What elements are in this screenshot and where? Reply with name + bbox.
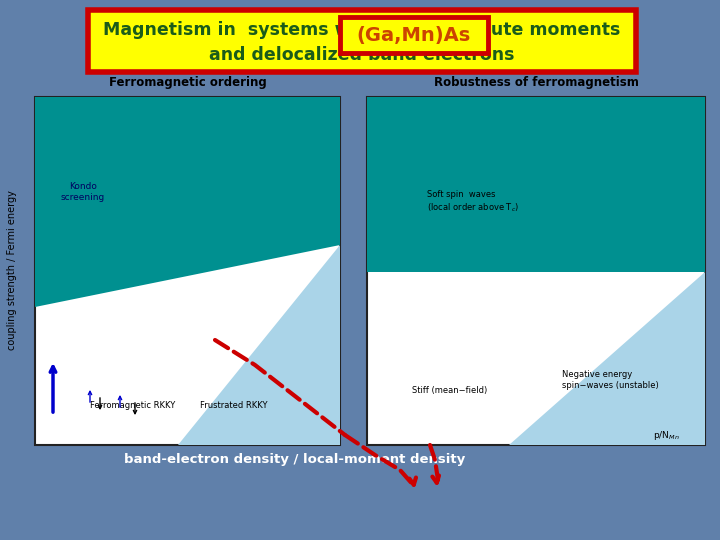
Polygon shape: [35, 97, 340, 307]
Text: Kondo
screening: Kondo screening: [61, 183, 105, 202]
Text: coupling strength / Fermi energy: coupling strength / Fermi energy: [7, 190, 17, 350]
Text: and delocalized band electrons: and delocalized band electrons: [210, 46, 515, 64]
Text: (Ga,Mn)As: (Ga,Mn)As: [357, 25, 471, 44]
Polygon shape: [367, 97, 705, 272]
Text: p/N$_{Mn}$: p/N$_{Mn}$: [653, 429, 680, 442]
FancyBboxPatch shape: [367, 97, 705, 445]
FancyBboxPatch shape: [88, 10, 636, 72]
Text: Soft spin  waves
(local order above T$_c$): Soft spin waves (local order above T$_c$…: [427, 191, 519, 214]
Text: Negative energy
spin−waves (unstable): Negative energy spin−waves (unstable): [562, 370, 659, 390]
Text: Magnetism in  systems with coupled dilute moments: Magnetism in systems with coupled dilute…: [103, 21, 621, 39]
Text: Robustness of ferromagnetism: Robustness of ferromagnetism: [433, 76, 639, 89]
FancyBboxPatch shape: [35, 97, 340, 445]
Text: Ferromagnetic ordering: Ferromagnetic ordering: [109, 76, 266, 89]
Polygon shape: [179, 245, 340, 445]
Text: Frustrated RKKY: Frustrated RKKY: [200, 401, 268, 409]
Polygon shape: [509, 272, 705, 445]
FancyBboxPatch shape: [340, 17, 488, 53]
Text: band-electron density / local-moment density: band-electron density / local-moment den…: [125, 454, 466, 467]
Text: Stiff (mean−field): Stiff (mean−field): [412, 386, 487, 395]
Text: Ferromagnetic RKKY: Ferromagnetic RKKY: [90, 401, 175, 409]
